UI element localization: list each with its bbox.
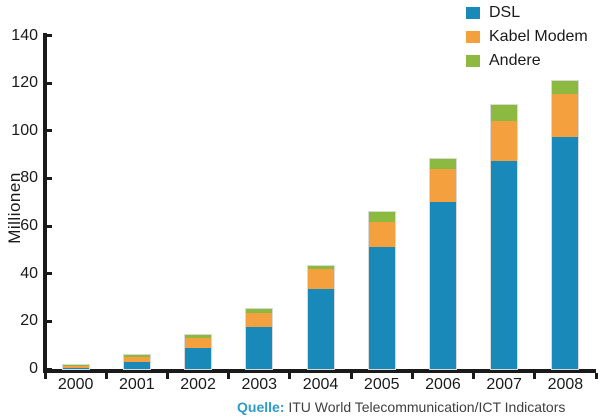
bar-2002 bbox=[184, 333, 213, 370]
y-tick-label: 20 bbox=[20, 312, 38, 330]
bar-segment-dsl-2008 bbox=[552, 136, 579, 369]
x-axis-tick bbox=[288, 373, 292, 379]
x-axis-tick bbox=[227, 373, 231, 379]
bar-2003 bbox=[245, 308, 274, 370]
x-tick-label: 2008 bbox=[547, 376, 584, 393]
legend-swatch-icon bbox=[466, 55, 480, 67]
x-axis-tick bbox=[472, 373, 476, 379]
source-caption-prefix: Quelle: bbox=[237, 399, 285, 415]
x-axis-tick bbox=[165, 373, 169, 379]
x-axis-line bbox=[43, 369, 596, 373]
y-tick-label: 40 bbox=[20, 264, 38, 282]
x-axis-tick bbox=[104, 373, 108, 379]
bar-segment-dsl-2002 bbox=[185, 347, 212, 369]
legend-label: Andere bbox=[489, 52, 541, 69]
bar-segment-andere-2002 bbox=[185, 334, 212, 339]
bar-segment-andere-2006 bbox=[429, 158, 456, 169]
x-tick-label: 2001 bbox=[119, 376, 155, 393]
legend-label: Kabel Modem bbox=[489, 28, 588, 45]
x-tick-label: 2003 bbox=[241, 376, 278, 393]
x-tick-label: 2002 bbox=[180, 376, 216, 393]
x-axis-tick bbox=[533, 373, 537, 379]
source-caption: Quelle: ITU World Telecommunication/ICT … bbox=[237, 399, 565, 415]
bar-segment-kabel-modem-2006 bbox=[429, 168, 456, 203]
bar-segment-dsl-2000 bbox=[62, 368, 89, 369]
bar-segment-kabel-modem-2000 bbox=[62, 365, 89, 369]
bar-2006 bbox=[428, 157, 457, 370]
bar-segment-dsl-2007 bbox=[491, 160, 518, 369]
bar-segment-dsl-2001 bbox=[123, 361, 150, 369]
legend-swatch-icon bbox=[466, 31, 480, 43]
bar-2007 bbox=[490, 103, 519, 370]
bar-segment-dsl-2004 bbox=[307, 289, 334, 369]
legend-item-kabel-modem: Kabel Modem bbox=[466, 25, 588, 49]
x-tick-label: 2004 bbox=[302, 376, 339, 393]
bar-segment-kabel-modem-2002 bbox=[185, 338, 212, 348]
y-axis-tick bbox=[47, 319, 52, 323]
bar-2000 bbox=[61, 364, 90, 370]
legend: DSL Kabel Modem Andere bbox=[466, 1, 588, 73]
bar-2004 bbox=[306, 264, 335, 370]
y-tick-label: 0 bbox=[29, 360, 38, 377]
y-axis-tick bbox=[47, 34, 52, 37]
y-axis-line bbox=[43, 33, 47, 373]
legend-swatch-icon bbox=[466, 7, 480, 19]
bar-segment-andere-2004 bbox=[307, 265, 334, 269]
bar-segment-kabel-modem-2004 bbox=[307, 268, 334, 290]
legend-item-andere: Andere bbox=[466, 49, 588, 73]
bar-segment-dsl-2003 bbox=[246, 327, 273, 369]
x-tick-label: 2006 bbox=[425, 376, 461, 393]
x-axis-tick bbox=[594, 373, 598, 379]
x-tick-label: 2005 bbox=[363, 376, 400, 393]
bar-2005 bbox=[367, 210, 396, 370]
bar-2001 bbox=[122, 354, 151, 370]
bar-segment-dsl-2006 bbox=[429, 202, 456, 369]
bar-segment-andere-2003 bbox=[246, 309, 273, 313]
bar-segment-kabel-modem-2008 bbox=[552, 93, 579, 137]
bar-segment-andere-2007 bbox=[491, 104, 518, 122]
x-tick-label: 2007 bbox=[486, 376, 522, 393]
x-axis-tick bbox=[410, 373, 414, 379]
bar-segment-andere-2008 bbox=[552, 80, 579, 94]
bar-segment-kabel-modem-2005 bbox=[368, 222, 395, 248]
y-axis-tick bbox=[47, 81, 52, 85]
bar-segment-kabel-modem-2001 bbox=[123, 356, 150, 362]
bar-segment-dsl-2005 bbox=[368, 247, 395, 369]
y-tick-label: 60 bbox=[20, 217, 38, 235]
y-axis-tick bbox=[47, 176, 52, 180]
y-tick-label: 120 bbox=[11, 74, 38, 92]
y-axis-tick bbox=[47, 272, 52, 276]
y-tick-label: 140 bbox=[11, 26, 38, 44]
legend-label: DSL bbox=[489, 4, 521, 21]
y-axis-tick bbox=[47, 367, 52, 371]
y-axis-tick bbox=[47, 224, 52, 228]
legend-item-dsl: DSL bbox=[466, 1, 588, 25]
y-tick-label: 80 bbox=[20, 169, 38, 187]
x-tick-label: 2000 bbox=[57, 376, 94, 393]
bar-segment-kabel-modem-2003 bbox=[246, 313, 273, 328]
x-axis-tick bbox=[349, 373, 353, 379]
y-axis-tick bbox=[47, 129, 52, 133]
y-tick-label: 100 bbox=[11, 121, 38, 139]
source-caption-text: ITU World Telecommunication/ICT Indicato… bbox=[284, 399, 566, 415]
bar-segment-andere-2005 bbox=[368, 211, 395, 223]
bar-2008 bbox=[551, 79, 580, 370]
bar-segment-andere-2001 bbox=[123, 355, 150, 357]
x-axis-tick bbox=[43, 373, 47, 379]
bar-segment-kabel-modem-2007 bbox=[491, 121, 518, 161]
